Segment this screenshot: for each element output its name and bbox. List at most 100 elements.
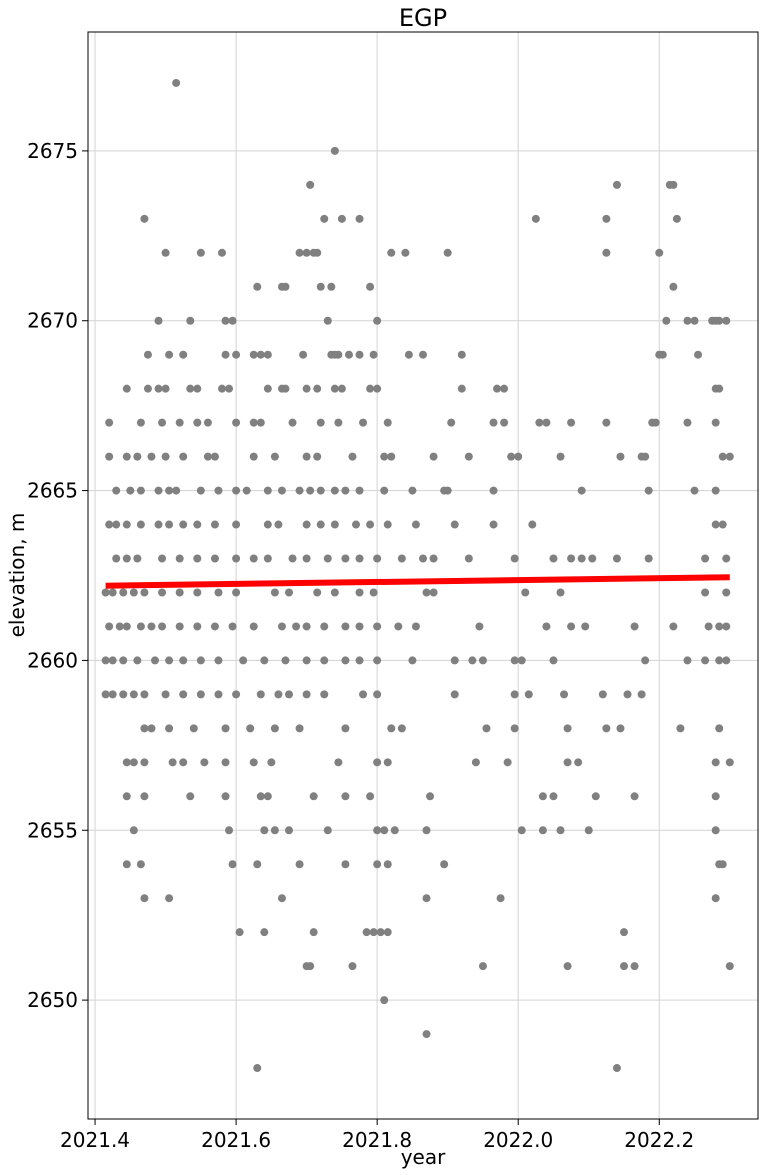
data-point <box>263 350 272 359</box>
data-point <box>429 554 438 563</box>
data-point <box>154 520 163 529</box>
data-point <box>503 758 512 767</box>
data-point <box>623 690 632 699</box>
data-point <box>133 452 142 461</box>
data-point <box>616 724 625 733</box>
data-point <box>214 656 223 665</box>
data-point <box>725 452 734 461</box>
data-point <box>147 452 156 461</box>
data-point <box>122 452 131 461</box>
data-point <box>302 452 311 461</box>
data-point <box>295 248 304 257</box>
data-point <box>542 418 551 427</box>
data-point <box>200 758 209 767</box>
data-point <box>158 588 167 597</box>
data-point <box>369 588 378 597</box>
data-point <box>644 486 653 495</box>
data-point <box>158 554 167 563</box>
data-point <box>154 316 163 325</box>
data-point <box>711 520 720 529</box>
data-point <box>161 248 170 257</box>
data-point <box>478 962 487 971</box>
data-point <box>221 758 230 767</box>
data-point <box>711 894 720 903</box>
data-point <box>383 928 392 937</box>
data-point <box>489 520 498 529</box>
data-point <box>517 826 526 835</box>
data-point <box>341 656 350 665</box>
data-point <box>165 724 174 733</box>
data-point <box>203 452 212 461</box>
y-tick-label: 2650 <box>27 988 78 1012</box>
data-point <box>383 860 392 869</box>
data-point <box>239 656 248 665</box>
data-point <box>302 384 311 393</box>
data-point <box>341 724 350 733</box>
data-point <box>348 452 357 461</box>
data-point <box>662 316 671 325</box>
data-point <box>584 826 593 835</box>
x-tick-label: 2022.0 <box>483 1128 553 1152</box>
data-point <box>274 690 283 699</box>
data-point <box>581 622 590 631</box>
data-point <box>323 826 332 835</box>
data-point <box>711 758 720 767</box>
data-point <box>172 486 181 495</box>
data-point <box>228 622 237 631</box>
data-point <box>567 418 576 427</box>
data-point <box>313 248 322 257</box>
data-point <box>401 248 410 257</box>
data-point <box>658 350 667 359</box>
data-point <box>270 826 279 835</box>
data-point <box>538 826 547 835</box>
data-point <box>295 860 304 869</box>
data-point <box>288 554 297 563</box>
data-point <box>112 554 121 563</box>
data-point <box>718 452 727 461</box>
data-point <box>210 520 219 529</box>
data-point <box>263 554 272 563</box>
data-point <box>397 554 406 563</box>
data-point <box>285 690 293 699</box>
data-point <box>429 588 438 597</box>
data-point <box>711 826 720 835</box>
data-point <box>468 656 477 665</box>
data-point <box>122 384 131 393</box>
data-point <box>136 418 145 427</box>
data-point <box>179 452 188 461</box>
data-point <box>602 724 611 733</box>
data-point <box>249 758 258 767</box>
y-tick-label: 2660 <box>27 648 78 672</box>
data-point <box>651 418 660 427</box>
data-point <box>316 486 325 495</box>
data-point <box>256 690 265 699</box>
data-point <box>422 826 431 835</box>
data-point <box>517 656 526 665</box>
data-point <box>161 384 170 393</box>
data-point <box>722 316 731 325</box>
data-point <box>489 418 498 427</box>
data-point <box>683 656 692 665</box>
data-point <box>292 622 301 631</box>
data-point <box>630 962 639 971</box>
data-point <box>641 656 650 665</box>
data-point <box>718 860 727 869</box>
chart-title: EGP <box>399 4 447 32</box>
data-point <box>218 248 226 257</box>
data-point <box>253 860 262 869</box>
data-point <box>620 962 628 971</box>
data-point <box>277 486 286 495</box>
data-point <box>366 282 375 291</box>
data-point <box>281 384 290 393</box>
data-point <box>443 248 452 257</box>
data-point <box>189 724 198 733</box>
data-point <box>341 860 350 869</box>
data-point <box>320 214 329 223</box>
data-point <box>306 962 315 971</box>
data-point <box>690 316 699 325</box>
data-point <box>165 350 174 359</box>
data-point <box>151 656 159 665</box>
data-point <box>253 282 262 291</box>
data-point <box>168 758 177 767</box>
data-point <box>334 758 343 767</box>
